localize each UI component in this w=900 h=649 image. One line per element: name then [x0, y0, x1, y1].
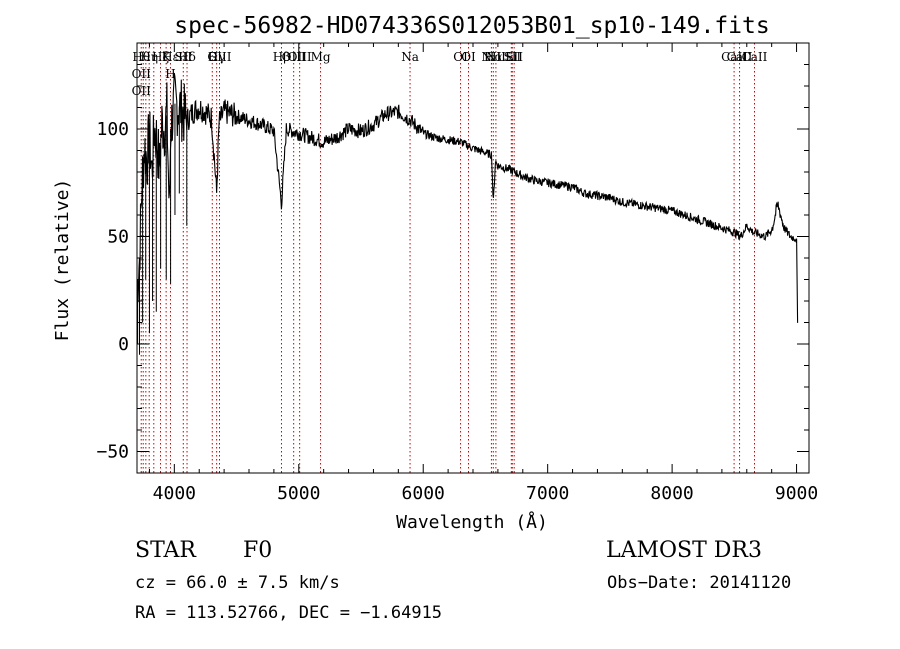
- line-marker-label: SII: [174, 50, 192, 64]
- line-marker-label: OII: [132, 84, 152, 98]
- line-marker-label: Hγ: [208, 50, 226, 64]
- redshift-readout: cz = 66.0 ± 7.5 km/s: [135, 573, 340, 593]
- line-marker-label: OIII: [282, 50, 306, 64]
- line-marker-label: CaII: [727, 50, 753, 64]
- plot-frame: [136, 42, 810, 474]
- x-tick-label: 6000: [402, 483, 445, 504]
- x-tick-label: 4000: [153, 483, 196, 504]
- spectrum-noise: [137, 103, 188, 355]
- spectral-line-markers: [140, 43, 755, 473]
- line-marker-label: Hα: [484, 50, 503, 64]
- x-tick-label: 7000: [526, 483, 569, 504]
- y-axis: −50 0 50 100: [96, 42, 809, 474]
- spectrum-series-line: [136, 72, 799, 323]
- line-marker-label: NII: [481, 50, 501, 64]
- y-axis-label: Flux (relative): [52, 179, 73, 342]
- line-marker-label: Hδ: [178, 50, 196, 64]
- line-marker-label: Na: [401, 50, 419, 64]
- x-tick-label: 9000: [775, 483, 818, 504]
- line-marker-label: Mg: [311, 50, 331, 64]
- line-marker-label: SII: [505, 50, 523, 64]
- y-tick-label: −50: [96, 442, 129, 463]
- line-marker-label: G: [207, 50, 217, 64]
- line-marker-label: OI: [453, 50, 468, 64]
- line-marker-label: OI: [461, 50, 476, 64]
- survey-name: LAMOST DR3: [606, 538, 762, 563]
- line-marker-label: Li: [505, 50, 517, 64]
- line-marker-label: Hζ: [152, 50, 169, 64]
- observation-date: Obs−Date: 20141120: [607, 573, 792, 593]
- x-tick-label: 8000: [650, 483, 693, 504]
- line-marker-label: H: [165, 67, 175, 81]
- line-marker-label: SII: [503, 50, 521, 64]
- line-marker-label: CaII: [721, 50, 747, 64]
- x-axis-label: Wavelength (Å): [396, 511, 548, 533]
- line-marker-label: OIII: [207, 50, 231, 64]
- y-tick-label: 0: [118, 334, 129, 355]
- line-marker-label: Hε: [162, 50, 179, 64]
- line-marker-label: Hβ: [273, 50, 290, 64]
- object-subclass: F0: [243, 538, 273, 563]
- line-marker-label: OII: [132, 67, 152, 81]
- y-tick-label: 50: [107, 227, 129, 248]
- y-tick-label: 100: [96, 119, 129, 140]
- line-marker-label: K: [162, 50, 172, 64]
- x-axis: 4000 5000 6000 7000 8000 9000: [148, 43, 818, 504]
- chart-title: spec-56982-HD074336S012053B01_sp10-149.f…: [174, 13, 769, 39]
- line-marker-label: CaII: [742, 50, 768, 64]
- x-tick-label: 5000: [277, 483, 320, 504]
- coordinates-readout: RA = 113.52766, DEC = −1.64915: [135, 603, 443, 623]
- object-class: STAR: [135, 538, 196, 563]
- line-marker-label: Hη: [140, 50, 158, 64]
- line-marker-label: OIII: [288, 50, 312, 64]
- line-marker-label: NII: [486, 50, 506, 64]
